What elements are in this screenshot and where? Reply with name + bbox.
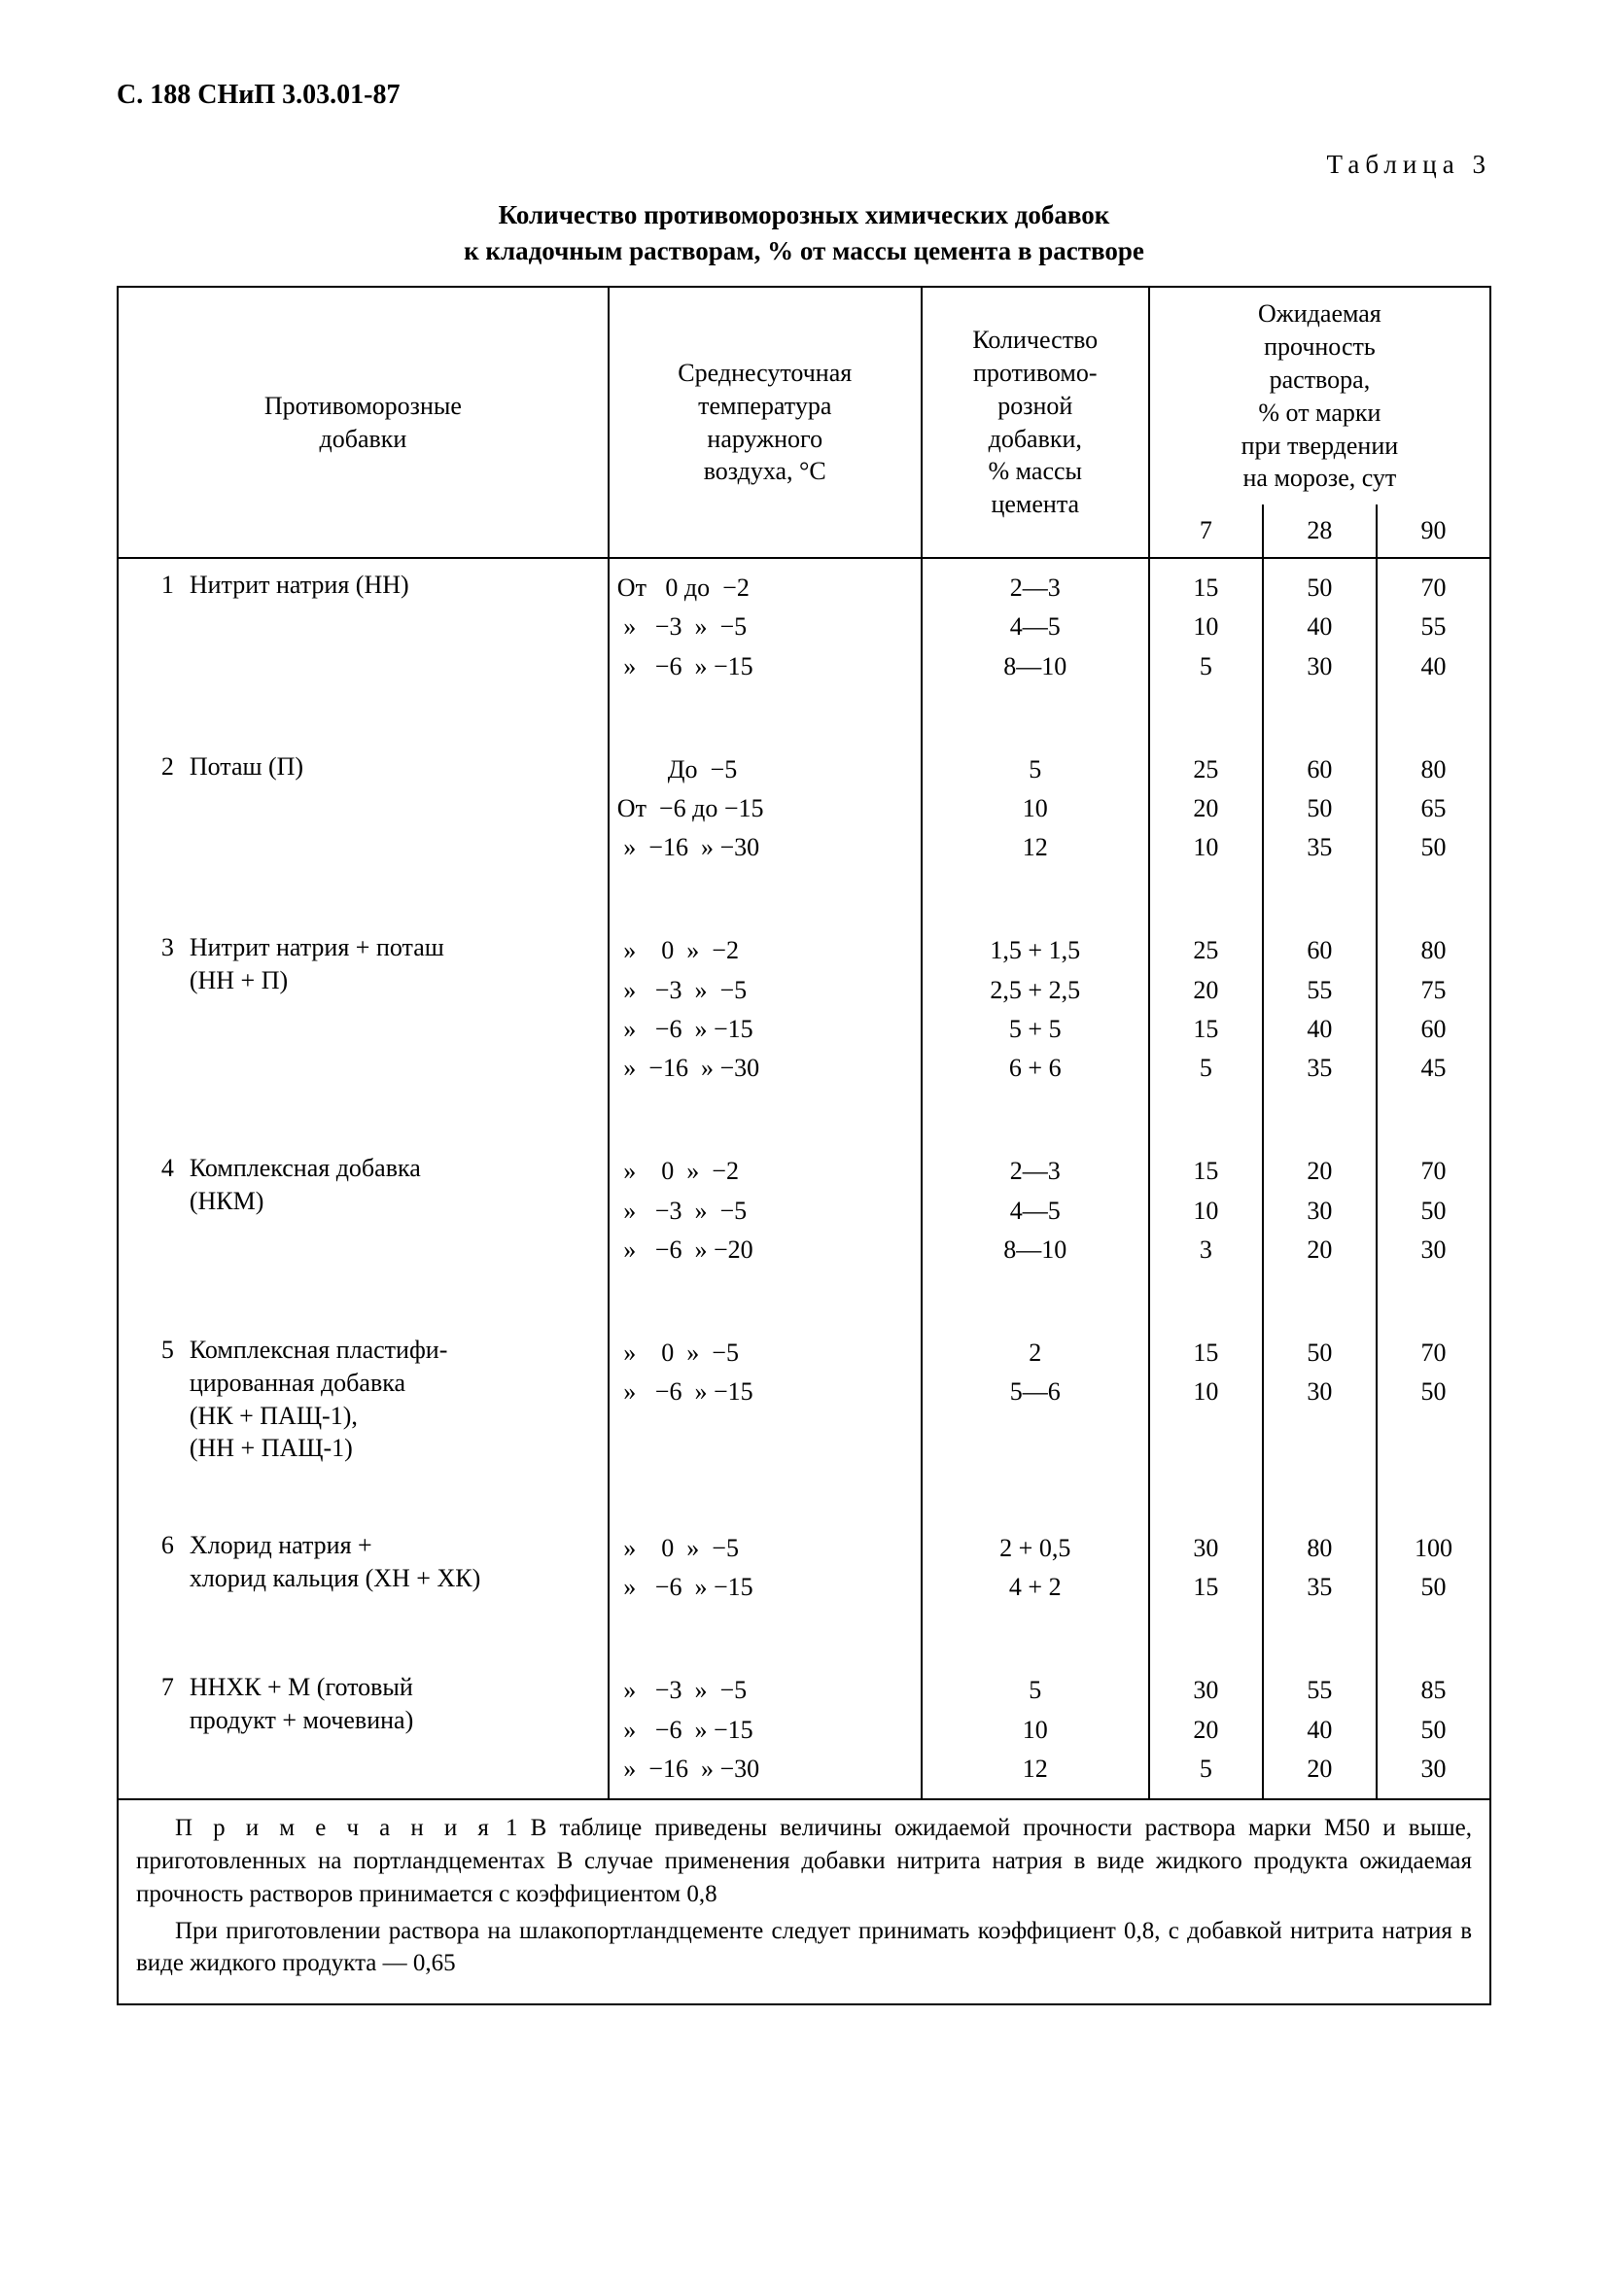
strength-28d: 60 55 40 35	[1263, 922, 1377, 1097]
temperature-range: До −5 От −6 до −15 » −16 » −30	[609, 741, 922, 878]
col-header-temperature: Среднесуточная температура наружного воз…	[609, 287, 922, 558]
additive-name: Комплексная добавка (НКМ)	[182, 1142, 609, 1279]
strength-28d: 50 40 30	[1263, 558, 1377, 696]
table-row: 6Хлорид натрия + хлорид кальция (ХН + ХК…	[118, 1519, 1490, 1618]
table-header-row: Противоморозные добавки Среднесуточная т…	[118, 287, 1490, 504]
strength-7d: 30 20 5	[1149, 1661, 1263, 1799]
row-number: 3	[118, 922, 182, 1097]
row-spacer	[118, 1475, 1490, 1519]
temperature-range: От 0 до −2 » −3 » −5 » −6 » −15	[609, 558, 922, 696]
additive-name: Хлорид натрия + хлорид кальция (ХН + ХК)	[182, 1519, 609, 1618]
additive-amount: 2—3 4—5 8—10	[922, 1142, 1149, 1279]
additive-name: Нитрит натрия + поташ (НН + П)	[182, 922, 609, 1097]
notes-p2: При приготовлении раствора на шлакопортл…	[136, 1915, 1472, 1981]
row-spacer	[118, 1618, 1490, 1662]
table-row: 1Нитрит натрия (НН)От 0 до −2 » −3 » −5 …	[118, 558, 1490, 696]
additive-name: Комплексная пластифи- цированная добавка…	[182, 1324, 609, 1475]
additive-amount: 5 10 12	[922, 1661, 1149, 1799]
col-header-day28: 28	[1263, 504, 1377, 558]
temperature-range: » 0 » −2 » −3 » −5 » −6 » −15 » −16 » −3…	[609, 922, 922, 1097]
table-row: 2Поташ (П) До −5 От −6 до −15 » −16 » −3…	[118, 741, 1490, 878]
table-title-line2: к кладочным растворам, % от массы цемент…	[464, 236, 1144, 265]
strength-28d: 80 35	[1263, 1519, 1377, 1618]
table-row: 7ННХК + М (готовый продукт + мочевина) »…	[118, 1661, 1490, 1799]
additive-amount: 2 5—6	[922, 1324, 1149, 1475]
table-row: 5Комплексная пластифи- цированная добавк…	[118, 1324, 1490, 1475]
notes-lead: П р и м е ч а н и я	[175, 1815, 493, 1841]
table-row: 4Комплексная добавка (НКМ) » 0 » −2 » −3…	[118, 1142, 1490, 1279]
additives-table: Противоморозные добавки Среднесуточная т…	[117, 286, 1491, 1800]
row-number: 7	[118, 1661, 182, 1799]
temperature-range: » −3 » −5 » −6 » −15 » −16 » −30	[609, 1661, 922, 1799]
additive-amount: 1,5 + 1,5 2,5 + 2,5 5 + 5 6 + 6	[922, 922, 1149, 1097]
table-body: 1Нитрит натрия (НН)От 0 до −2 » −3 » −5 …	[118, 558, 1490, 1799]
table-number-label: Таблица 3	[117, 148, 1491, 182]
row-spacer	[118, 1279, 1490, 1324]
strength-28d: 55 40 20	[1263, 1661, 1377, 1799]
strength-7d: 15 10 3	[1149, 1142, 1263, 1279]
strength-90d: 70 55 40	[1377, 558, 1490, 696]
additive-amount: 2 + 0,5 4 + 2	[922, 1519, 1149, 1618]
strength-7d: 30 15	[1149, 1519, 1263, 1618]
row-number: 5	[118, 1324, 182, 1475]
col-header-amount: Количество противомо- розной добавки, % …	[922, 287, 1149, 558]
col-header-day7: 7	[1149, 504, 1263, 558]
row-number: 1	[118, 558, 182, 696]
strength-28d: 20 30 20	[1263, 1142, 1377, 1279]
row-spacer	[118, 878, 1490, 922]
strength-7d: 25 20 15 5	[1149, 922, 1263, 1097]
temperature-range: » 0 » −5 » −6 » −15	[609, 1324, 922, 1475]
table-title: Количество противоморозных химических до…	[269, 197, 1339, 268]
additive-name: Поташ (П)	[182, 741, 609, 878]
row-number: 6	[118, 1519, 182, 1618]
temperature-range: » 0 » −5 » −6 » −15	[609, 1519, 922, 1618]
strength-28d: 50 30	[1263, 1324, 1377, 1475]
strength-90d: 70 50	[1377, 1324, 1490, 1475]
table-title-line1: Количество противоморозных химических до…	[499, 200, 1110, 229]
row-number: 4	[118, 1142, 182, 1279]
strength-90d: 80 75 60 45	[1377, 922, 1490, 1097]
table-row: 3Нитрит натрия + поташ (НН + П) » 0 » −2…	[118, 922, 1490, 1097]
additive-name: Нитрит натрия (НН)	[182, 558, 609, 696]
strength-7d: 25 20 10	[1149, 741, 1263, 878]
additive-amount: 5 10 12	[922, 741, 1149, 878]
strength-7d: 15 10	[1149, 1324, 1263, 1475]
row-spacer	[118, 696, 1490, 741]
additive-name: ННХК + М (готовый продукт + мочевина)	[182, 1661, 609, 1799]
strength-90d: 80 65 50	[1377, 741, 1490, 878]
strength-90d: 85 50 30	[1377, 1661, 1490, 1799]
strength-7d: 15 10 5	[1149, 558, 1263, 696]
strength-28d: 60 50 35	[1263, 741, 1377, 878]
additive-amount: 2—3 4—5 8—10	[922, 558, 1149, 696]
col-header-strength: Ожидаемая прочность раствора, % от марки…	[1149, 287, 1490, 504]
row-number: 2	[118, 741, 182, 878]
row-spacer	[118, 1098, 1490, 1143]
col-header-additives: Противоморозные добавки	[118, 287, 609, 558]
col-header-day90: 90	[1377, 504, 1490, 558]
temperature-range: » 0 » −2 » −3 » −5 » −6 » −20	[609, 1142, 922, 1279]
strength-90d: 70 50 30	[1377, 1142, 1490, 1279]
table-notes: П р и м е ч а н и я 1 В таблице приведен…	[117, 1800, 1491, 2005]
page-header: С. 188 СНиП 3.03.01-87	[117, 78, 1491, 113]
strength-90d: 100 50	[1377, 1519, 1490, 1618]
